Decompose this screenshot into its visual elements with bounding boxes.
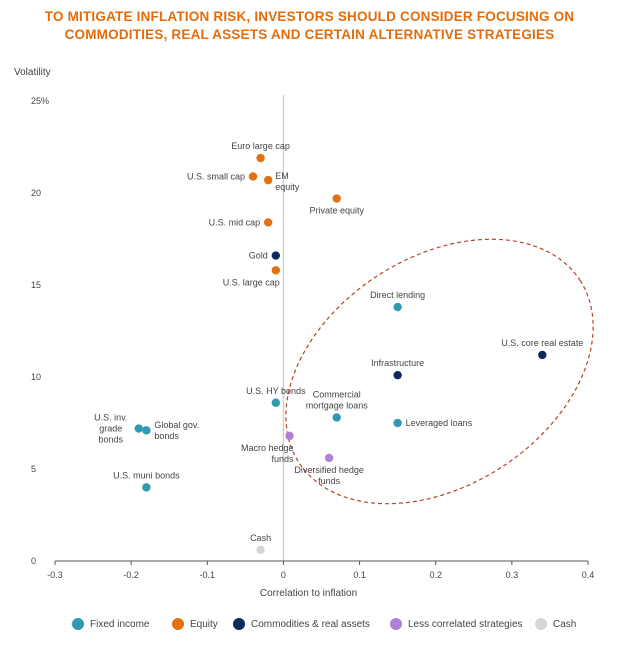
legend-label-equity: Equity — [190, 618, 218, 630]
chart-title-line-1: TO MITIGATE INFLATION RISK, INVESTORS SH… — [44, 9, 575, 24]
x-tick-label: -0.2 — [123, 570, 139, 580]
legend-label-less-correlated: Less correlated strategies — [408, 618, 523, 630]
point-direct-lending — [393, 302, 402, 312]
legend-item-commodities: Commodities & real assets — [233, 618, 370, 630]
point-euro-large-cap — [256, 153, 265, 163]
point-label-cash: Cash — [250, 533, 271, 543]
x-tick-label: 0.1 — [353, 570, 366, 580]
point-u-s-hy-bonds — [271, 398, 281, 407]
legend-item-equity: Equity — [172, 618, 218, 630]
point-label-em-equity: equity — [275, 182, 300, 192]
point-label-macro-hedge-funds: funds — [271, 454, 294, 464]
point-label-direct-lending: Direct lending — [370, 290, 425, 300]
point-label-em-equity: EM — [275, 171, 289, 181]
legend-item-fixed-income: Fixed income — [72, 618, 149, 630]
highlight-ellipse — [285, 238, 594, 505]
point-leveraged-loans — [393, 418, 402, 428]
legend-item-less-correlated: Less correlated strategies — [390, 618, 523, 630]
y-tick-label: 0 — [31, 556, 36, 566]
point-label-diversified-hedge-funds: Diversified hedge — [294, 465, 364, 475]
chart-title: TO MITIGATE INFLATION RISK, INVESTORS SH… — [0, 8, 619, 44]
point-commercial-mortgage-loans — [332, 413, 341, 422]
chart-title-line-2: COMMODITIES, REAL ASSETS AND CERTAIN ALT… — [64, 27, 555, 42]
x-axis-title: Correlation to inflation — [260, 588, 357, 599]
point-u-s-core-real-estate — [538, 350, 547, 360]
y-tick-label: 15 — [31, 280, 41, 290]
point-private-equity — [332, 194, 341, 203]
point-label-euro-large-cap: Euro large cap — [231, 141, 290, 151]
legend-label-commodities: Commodities & real assets — [251, 618, 370, 630]
point-label-gold: Gold — [249, 251, 268, 261]
point-global-gov-bonds — [142, 426, 151, 435]
point-cash — [256, 545, 265, 555]
x-tick-label: 0.2 — [429, 570, 442, 580]
point-label-global-gov-bonds: bonds — [154, 431, 179, 441]
legend-item-cash: Cash — [535, 618, 576, 630]
y-tick-label: 5 — [31, 464, 36, 474]
x-tick-label: -0.1 — [200, 570, 216, 580]
x-tick-label: 0 — [281, 570, 286, 580]
legend-marker-cash — [535, 618, 547, 630]
x-tick-label: 0.3 — [506, 570, 519, 580]
point-label-u-s-hy-bonds: U.S. HY bonds — [246, 386, 306, 396]
point-macro-hedge-funds — [285, 431, 294, 441]
point-label-private-equity: Private equity — [309, 206, 364, 216]
point-label-u-s-large-cap: U.S. large cap — [223, 277, 280, 287]
y-axis-title: Volatility — [14, 67, 51, 78]
point-label-global-gov-bonds: Global gov. — [154, 420, 199, 430]
y-tick-label: 25% — [31, 96, 49, 106]
point-label-u-s-muni-bonds: U.S. muni bonds — [113, 470, 180, 480]
point-u-s-inv-grade-bonds — [134, 424, 143, 433]
legend-label-fixed-income: Fixed income — [90, 618, 150, 630]
x-tick-label: 0.4 — [582, 570, 595, 580]
point-label-u-s-inv-grade-bonds: bonds — [98, 435, 123, 445]
point-label-leveraged-loans: Leveraged loans — [406, 418, 473, 428]
point-label-macro-hedge-funds: Macro hedge — [241, 443, 294, 453]
point-label-u-s-core-real-estate: U.S. core real estate — [501, 338, 583, 348]
point-u-s-small-cap — [248, 172, 258, 181]
point-label-u-s-inv-grade-bonds: U.S. inv. — [94, 413, 127, 423]
point-u-s-large-cap — [271, 266, 281, 275]
point-u-s-muni-bonds — [142, 483, 151, 492]
legend: Fixed income Equity Commodities & real a… — [0, 618, 619, 638]
legend-marker-fixed-income — [72, 618, 84, 630]
point-diversified-hedge-funds — [324, 453, 334, 463]
point-label-diversified-hedge-funds: funds — [318, 476, 341, 486]
legend-marker-equity — [172, 618, 184, 630]
point-gold — [271, 251, 281, 260]
point-u-s-mid-cap — [264, 218, 273, 227]
point-label-u-s-mid-cap: U.S. mid cap — [209, 217, 261, 227]
legend-marker-commodities — [233, 618, 245, 630]
legend-label-cash: Cash — [553, 618, 577, 630]
legend-marker-less-correlated — [390, 618, 402, 630]
point-label-infrastructure: Infrastructure — [371, 358, 424, 368]
point-label-u-s-small-cap: U.S. small cap — [187, 171, 245, 181]
point-em-equity — [264, 175, 273, 185]
point-label-u-s-inv-grade-bonds: grade — [99, 424, 122, 434]
y-tick-label: 20 — [31, 188, 41, 198]
point-infrastructure — [393, 370, 402, 380]
y-tick-label: 10 — [31, 372, 41, 382]
point-label-commercial-mortgage-loans: mortgage loans — [306, 400, 369, 410]
x-tick-label: -0.3 — [47, 570, 63, 580]
point-label-commercial-mortgage-loans: Commercial — [313, 389, 361, 399]
